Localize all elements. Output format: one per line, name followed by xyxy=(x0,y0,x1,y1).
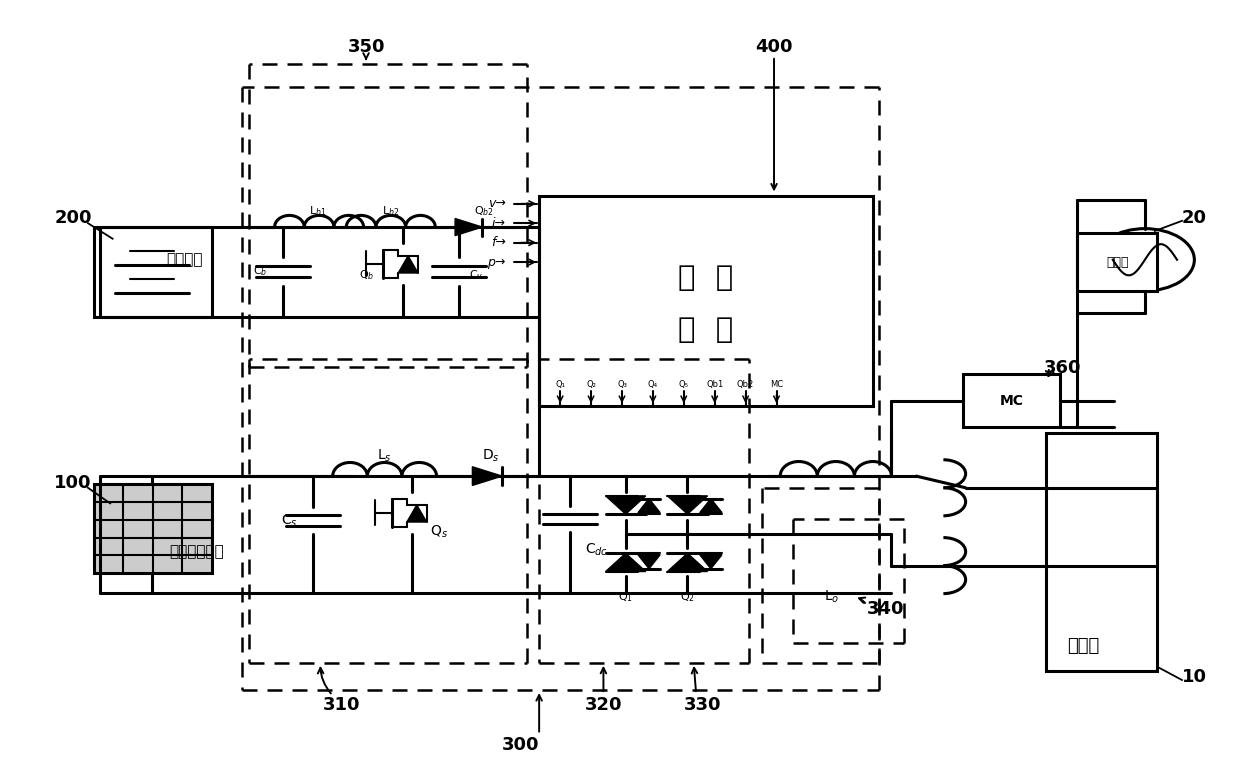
Text: Qb1: Qb1 xyxy=(706,380,724,389)
FancyBboxPatch shape xyxy=(94,484,212,573)
Text: Q₁: Q₁ xyxy=(555,380,565,389)
Polygon shape xyxy=(606,553,646,572)
Text: 330: 330 xyxy=(684,696,721,714)
Text: 300: 300 xyxy=(502,736,539,754)
Text: Q₄: Q₄ xyxy=(648,380,658,389)
Polygon shape xyxy=(638,499,660,512)
Polygon shape xyxy=(700,555,722,569)
Text: 10: 10 xyxy=(1182,669,1207,686)
Text: 200: 200 xyxy=(55,209,92,227)
Polygon shape xyxy=(398,256,418,273)
Polygon shape xyxy=(606,496,646,514)
Polygon shape xyxy=(668,496,707,514)
Text: f→: f→ xyxy=(491,236,506,249)
Text: Q$_1$: Q$_1$ xyxy=(618,590,633,604)
Text: p→: p→ xyxy=(487,255,506,269)
Text: Q$_2$: Q$_2$ xyxy=(680,590,695,604)
Polygon shape xyxy=(472,467,502,486)
Text: Qb2: Qb2 xyxy=(737,380,755,389)
Text: 340: 340 xyxy=(866,600,904,618)
Text: MC: MC xyxy=(769,380,783,389)
Text: Q$_{b2}$: Q$_{b2}$ xyxy=(473,204,493,218)
Text: 360: 360 xyxy=(1043,358,1080,376)
Text: C$_s$: C$_s$ xyxy=(281,512,299,529)
Text: Q$_4$: Q$_4$ xyxy=(680,498,695,512)
Text: 310: 310 xyxy=(322,696,361,714)
Text: 100: 100 xyxy=(55,474,92,492)
Text: 太阳能发电部: 太阳能发电部 xyxy=(170,544,224,559)
Text: C$_{dc}$: C$_{dc}$ xyxy=(585,542,608,558)
Text: 400: 400 xyxy=(756,38,793,56)
Text: L$_{b1}$: L$_{b1}$ xyxy=(309,204,327,218)
Text: Q₃: Q₃ xyxy=(617,380,627,389)
Polygon shape xyxy=(700,499,722,512)
Text: i→: i→ xyxy=(492,216,506,230)
Text: 控  制: 控 制 xyxy=(679,316,733,344)
Polygon shape xyxy=(668,553,707,572)
Text: 20: 20 xyxy=(1182,209,1207,227)
FancyBboxPatch shape xyxy=(539,196,873,406)
Text: Q₅: Q₅ xyxy=(679,380,689,389)
FancyBboxPatch shape xyxy=(94,227,212,316)
Polygon shape xyxy=(455,219,482,236)
Text: v→: v→ xyxy=(488,198,506,210)
Text: 320: 320 xyxy=(585,696,622,714)
Text: L$_o$: L$_o$ xyxy=(824,589,840,605)
Text: 350: 350 xyxy=(347,38,385,56)
Text: C$_b$: C$_b$ xyxy=(253,265,268,278)
Text: Q$_s$: Q$_s$ xyxy=(430,524,449,540)
Text: 蓄电池部: 蓄电池部 xyxy=(166,252,203,267)
FancyBboxPatch shape xyxy=(1077,233,1157,291)
Text: 负荷端: 负荷端 xyxy=(1067,637,1099,654)
Text: D$_s$: D$_s$ xyxy=(482,448,499,464)
Polygon shape xyxy=(638,555,660,569)
Text: 电源端: 电源端 xyxy=(1106,255,1129,269)
Text: L$_s$: L$_s$ xyxy=(377,448,392,464)
Text: 供  电: 供 电 xyxy=(679,264,733,291)
Text: Q$_3$: Q$_3$ xyxy=(618,498,633,512)
Text: Q₂: Q₂ xyxy=(586,380,596,389)
Text: C$_v$: C$_v$ xyxy=(468,269,483,282)
Text: MC: MC xyxy=(1000,394,1023,408)
Polygon shape xyxy=(406,505,426,522)
Text: L$_{b2}$: L$_{b2}$ xyxy=(382,204,399,218)
Text: Q$_b$: Q$_b$ xyxy=(359,269,374,282)
